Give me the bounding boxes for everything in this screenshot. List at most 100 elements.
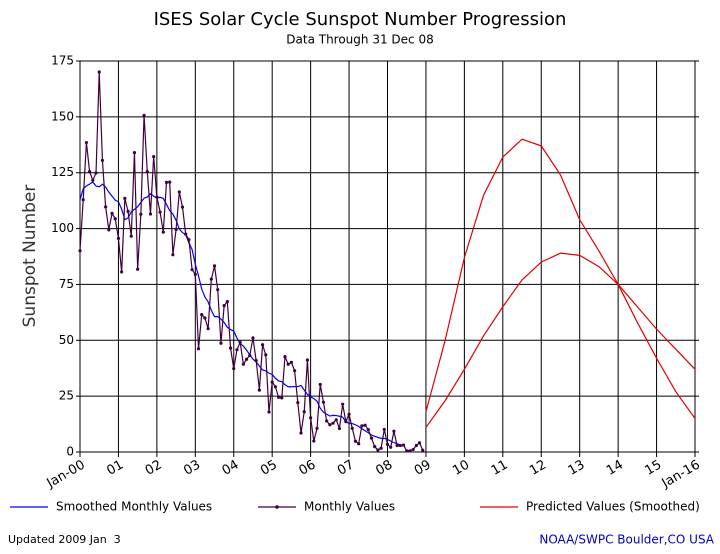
x-tick-label: 03 bbox=[181, 458, 203, 479]
data-point bbox=[385, 442, 390, 447]
data-point bbox=[325, 419, 329, 423]
data-point bbox=[382, 427, 386, 432]
x-tick-label: Jan-16 bbox=[659, 458, 703, 492]
data-point bbox=[193, 272, 197, 276]
data-point bbox=[254, 359, 258, 363]
data-point bbox=[187, 238, 191, 242]
data-point bbox=[139, 212, 143, 216]
data-point bbox=[196, 347, 201, 351]
data-point bbox=[334, 418, 338, 422]
data-point bbox=[421, 448, 425, 452]
chart-title: ISES Solar Cycle Sunspot Number Progress… bbox=[154, 9, 567, 30]
x-tick-label: 14 bbox=[604, 458, 626, 479]
data-point bbox=[116, 236, 121, 241]
data-point bbox=[174, 227, 178, 232]
data-point bbox=[305, 358, 310, 362]
x-tick-label: 10 bbox=[450, 458, 472, 479]
data-point bbox=[283, 354, 287, 359]
series-line bbox=[79, 181, 404, 447]
y-tick-label: 0 bbox=[66, 445, 74, 459]
data-point bbox=[264, 353, 268, 357]
data-point bbox=[270, 380, 274, 384]
data-point bbox=[158, 210, 162, 214]
y-tick-label: 175 bbox=[51, 54, 74, 68]
data-point bbox=[232, 367, 236, 371]
x-tick-label: 11 bbox=[489, 458, 511, 479]
data-point bbox=[168, 180, 172, 184]
data-point bbox=[373, 445, 377, 449]
data-point bbox=[344, 420, 348, 424]
data-point bbox=[248, 353, 252, 358]
data-point bbox=[273, 385, 277, 389]
data-point bbox=[142, 113, 146, 117]
data-point bbox=[251, 336, 255, 340]
x-tick-label: 04 bbox=[220, 458, 242, 479]
data-point bbox=[321, 400, 326, 404]
x-tick-label: 08 bbox=[373, 458, 395, 479]
data-point bbox=[88, 169, 92, 174]
data-point bbox=[315, 426, 319, 430]
data-point bbox=[120, 270, 124, 274]
data-point bbox=[257, 388, 261, 392]
data-point bbox=[238, 340, 242, 344]
data-point bbox=[376, 448, 380, 452]
data-point bbox=[97, 70, 101, 74]
data-point bbox=[328, 423, 332, 427]
data-point bbox=[244, 357, 249, 361]
y-tick-label: 25 bbox=[59, 389, 74, 403]
data-point bbox=[200, 312, 204, 317]
legend-marker bbox=[275, 505, 279, 509]
data-point bbox=[276, 395, 281, 399]
data-point bbox=[357, 442, 361, 446]
data-point bbox=[379, 446, 383, 450]
x-tick-label: 07 bbox=[335, 458, 357, 479]
data-point bbox=[100, 158, 105, 163]
data-point bbox=[126, 209, 130, 213]
x-tick-label: 13 bbox=[566, 458, 588, 479]
data-point bbox=[171, 253, 175, 257]
x-tick-label: 05 bbox=[258, 458, 280, 479]
data-point bbox=[411, 447, 415, 452]
y-tick-label: 125 bbox=[51, 165, 74, 179]
data-point bbox=[203, 316, 207, 320]
data-point bbox=[312, 439, 316, 443]
series-line bbox=[79, 71, 424, 452]
data-point bbox=[299, 431, 303, 435]
data-point bbox=[222, 304, 226, 308]
y-tick-label: 75 bbox=[59, 277, 74, 291]
data-point bbox=[286, 362, 290, 366]
data-point bbox=[180, 205, 185, 209]
data-point bbox=[302, 410, 306, 414]
data-point bbox=[289, 360, 294, 365]
data-point bbox=[405, 449, 409, 453]
data-point bbox=[104, 205, 108, 209]
data-point bbox=[81, 198, 85, 202]
data-point bbox=[347, 412, 351, 416]
series-line bbox=[425, 138, 696, 419]
x-tick-label: 12 bbox=[527, 458, 549, 479]
data-point bbox=[123, 196, 127, 201]
data-point bbox=[267, 410, 271, 414]
data-point bbox=[228, 346, 233, 350]
legend-label: Monthly Values bbox=[304, 500, 395, 514]
x-tick-label: 15 bbox=[642, 458, 664, 479]
x-tick-label: 06 bbox=[297, 458, 319, 479]
data-point bbox=[190, 268, 194, 272]
data-point bbox=[129, 234, 133, 238]
data-point bbox=[401, 443, 406, 447]
data-point bbox=[395, 443, 399, 448]
data-point bbox=[219, 341, 223, 345]
data-point bbox=[360, 424, 364, 428]
data-point bbox=[366, 428, 370, 432]
data-point bbox=[136, 267, 140, 271]
data-point bbox=[110, 211, 114, 215]
x-tick-label: 02 bbox=[143, 458, 165, 479]
data-point bbox=[148, 212, 153, 216]
data-point bbox=[417, 441, 422, 445]
data-point bbox=[235, 348, 239, 352]
data-point bbox=[107, 228, 111, 232]
legend-label: Smoothed Monthly Values bbox=[56, 500, 212, 514]
data-point bbox=[293, 369, 297, 373]
data-point bbox=[331, 421, 335, 425]
y-axis-label: Sunspot Number bbox=[20, 185, 40, 328]
